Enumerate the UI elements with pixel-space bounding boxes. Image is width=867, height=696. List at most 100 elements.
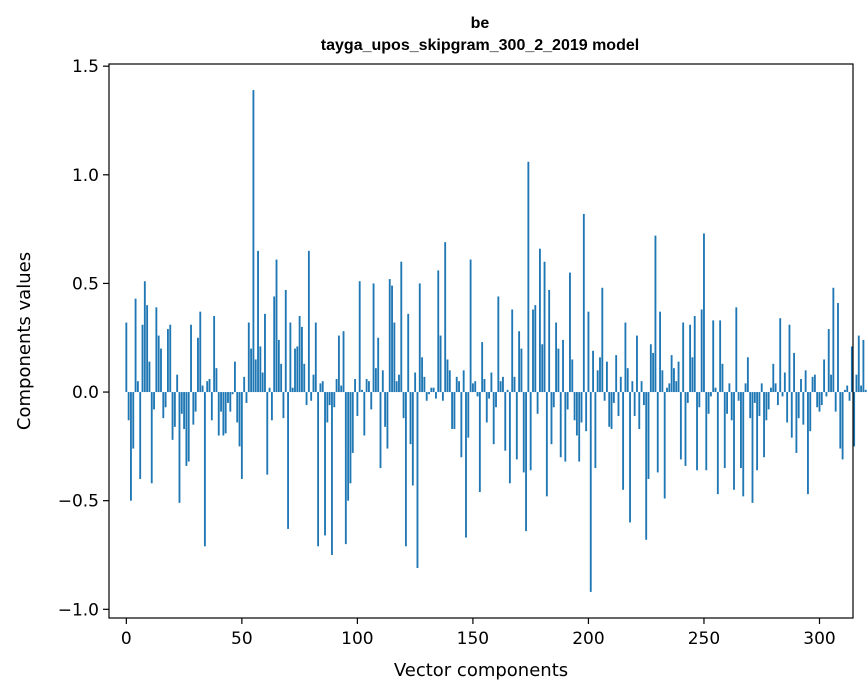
bar-173	[525, 392, 527, 532]
bar-320	[864, 389, 867, 393]
bar-256	[716, 392, 719, 495]
bar-84	[319, 383, 322, 393]
bar-203	[594, 392, 597, 469]
bar-99	[354, 379, 356, 393]
bar-28	[190, 324, 192, 393]
bar-129	[423, 376, 426, 393]
bar-276	[763, 392, 765, 458]
bar-231	[659, 311, 661, 393]
y-tick-label-2: 0.0	[72, 383, 99, 403]
bar-20	[171, 392, 174, 440]
bar-258	[721, 363, 724, 393]
bar-250	[703, 233, 705, 393]
bar-176	[532, 309, 534, 393]
bar-18	[167, 329, 169, 393]
bar-52	[245, 392, 248, 403]
bar-55	[252, 90, 255, 393]
bar-12	[153, 392, 155, 410]
bar-198	[582, 213, 585, 393]
bar-45	[229, 392, 232, 412]
chart-subtitle: tayga_upos_skipgram_300_2_2019 model	[321, 37, 639, 54]
bar-281	[774, 383, 777, 393]
bar-177	[534, 305, 537, 393]
chart-title: be	[471, 15, 490, 32]
bar-269	[746, 357, 749, 393]
bar-93	[340, 385, 343, 393]
bar-122	[407, 313, 410, 393]
bar-193	[571, 359, 574, 393]
bar-154	[481, 342, 484, 393]
bar-9	[146, 305, 149, 393]
bar-77	[303, 363, 306, 393]
bar-273	[756, 392, 759, 471]
bar-81	[312, 374, 315, 393]
bar-44	[227, 392, 229, 403]
bar-217	[626, 368, 629, 393]
x-tick-label-0: 0	[121, 629, 132, 649]
bar-181	[543, 261, 546, 393]
bar-225	[645, 392, 648, 540]
bar-74	[296, 346, 299, 393]
y-tick-label-3: 0.5	[72, 274, 99, 294]
bar-17	[164, 392, 167, 408]
bar-251	[705, 392, 708, 471]
bar-219	[631, 381, 634, 393]
bar-79	[307, 250, 310, 393]
bar-229	[654, 235, 657, 393]
bar-120	[402, 392, 405, 419]
bar-62	[268, 387, 271, 393]
bar-128	[421, 357, 424, 393]
y-tick-label-5: 1.5	[72, 57, 99, 77]
bar-66	[277, 339, 280, 393]
bar-131	[428, 392, 430, 395]
bar-163	[502, 376, 504, 393]
bar-271	[751, 392, 754, 503]
bar-297	[811, 376, 814, 393]
bar-226	[647, 392, 650, 479]
bar-288	[790, 392, 793, 438]
bar-50	[240, 392, 243, 479]
x-tick-label-150: 150	[457, 629, 489, 649]
bar-265	[737, 392, 740, 401]
bar-206	[601, 287, 604, 393]
bar-68	[282, 392, 285, 419]
bar-191	[566, 392, 569, 410]
bar-41	[220, 392, 222, 412]
bar-58	[259, 346, 262, 393]
bar-318	[860, 385, 863, 393]
bar-132	[430, 387, 433, 393]
bar-118	[398, 374, 400, 393]
bar-51	[243, 376, 246, 393]
x-axis-label: Vector components	[394, 660, 568, 681]
bar-13	[155, 307, 158, 393]
x-tick-label-50: 50	[231, 629, 253, 649]
y-tick-label-0: −1.0	[58, 600, 99, 620]
bar-134	[435, 392, 437, 399]
bar-143	[455, 376, 458, 393]
bar-246	[693, 316, 696, 393]
bar-53	[247, 322, 250, 393]
bar-261	[728, 383, 731, 393]
bar-162	[499, 381, 502, 393]
bar-179	[539, 248, 541, 393]
bar-248	[698, 392, 701, 408]
bar-73	[294, 348, 296, 393]
bar-124	[411, 392, 414, 486]
bar-296	[809, 392, 812, 432]
bar-121	[404, 392, 407, 547]
bar-168	[513, 376, 516, 393]
bar-139	[446, 359, 449, 393]
bar-236	[670, 355, 673, 393]
bar-83	[317, 392, 320, 547]
bar-43	[224, 392, 227, 434]
bar-27	[187, 392, 190, 462]
bar-284	[781, 392, 784, 397]
bar-292	[800, 379, 802, 393]
bar-312	[846, 385, 849, 393]
bar-262	[730, 392, 733, 421]
bar-170	[518, 331, 521, 393]
bar-144	[458, 381, 460, 393]
y-tick-label-4: 1.0	[72, 166, 99, 186]
bar-123	[409, 392, 412, 445]
bar-227	[649, 344, 652, 393]
